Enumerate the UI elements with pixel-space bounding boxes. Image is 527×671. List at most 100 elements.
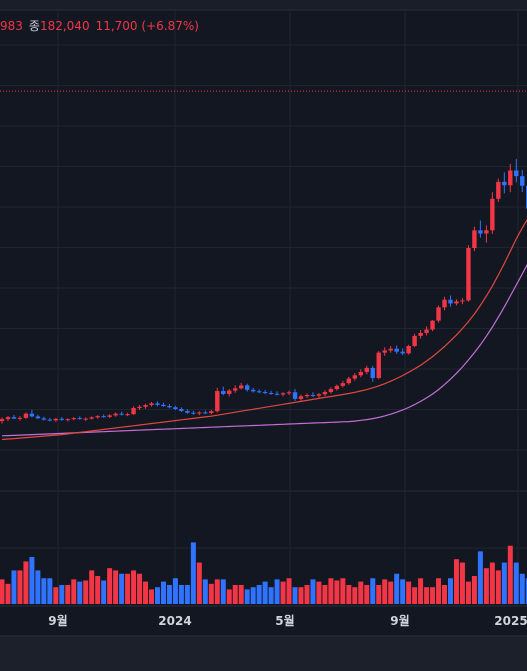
candle	[454, 299, 459, 306]
volume-bar	[214, 579, 220, 604]
candle	[107, 414, 112, 419]
candle-body	[185, 410, 190, 413]
ma-short-line	[1, 218, 527, 441]
candle-body	[448, 299, 453, 304]
candle-body	[83, 418, 88, 420]
candle-body	[346, 378, 352, 384]
candle-body	[382, 350, 387, 353]
candle-body	[334, 385, 340, 390]
x-tick-label: 2024	[158, 614, 191, 628]
candle-body	[17, 417, 23, 419]
candle	[137, 405, 142, 410]
candle-body	[137, 406, 142, 409]
candle	[95, 415, 100, 419]
candle-body	[161, 404, 166, 407]
volume-bar	[495, 570, 501, 604]
candle	[77, 416, 82, 420]
candle	[328, 387, 334, 394]
bottom-bar	[0, 636, 527, 671]
candle-body	[304, 394, 310, 397]
candle	[203, 410, 208, 414]
x-tick-label: 9월	[48, 613, 67, 628]
candle	[83, 417, 88, 421]
candle-body	[412, 335, 417, 346]
candle-body	[370, 367, 375, 378]
candle	[155, 401, 160, 407]
candle	[149, 401, 154, 407]
volume-bar	[131, 570, 137, 604]
candle-body	[101, 416, 106, 418]
candle-body	[203, 412, 208, 414]
candle	[424, 326, 429, 336]
volume-bar	[406, 581, 412, 604]
volume-bar	[513, 562, 519, 604]
candle	[316, 393, 322, 398]
candle	[358, 369, 363, 378]
candle-body	[89, 417, 94, 419]
volume-bar	[244, 589, 250, 604]
candle	[508, 163, 513, 193]
candle-body	[466, 248, 471, 301]
x-tick-label: 2025	[494, 614, 527, 628]
volume-bar	[412, 587, 418, 604]
volume-bar	[459, 562, 465, 604]
volume-bar	[304, 584, 310, 604]
candle-body	[23, 413, 29, 418]
volume-bar	[154, 587, 160, 604]
candle-body	[53, 418, 59, 421]
candle	[5, 416, 11, 422]
candle-body	[490, 198, 495, 231]
volume-bar	[507, 545, 513, 604]
candle-body	[119, 413, 124, 415]
volume-bar	[35, 570, 41, 604]
candle-body	[280, 393, 286, 395]
candle	[298, 394, 304, 401]
volume-bar	[119, 573, 125, 604]
volume-bar	[262, 581, 268, 604]
volume-bar	[41, 578, 47, 604]
candle	[244, 383, 250, 392]
candle-body	[29, 413, 35, 417]
volume-bar	[5, 583, 11, 604]
candle	[167, 404, 172, 409]
candle-body	[424, 329, 429, 333]
candle	[262, 390, 268, 395]
candle	[496, 178, 501, 202]
candle-body	[47, 419, 53, 421]
candle-body	[358, 372, 363, 376]
volume-bar	[113, 570, 119, 604]
candle	[436, 305, 441, 323]
candle	[478, 220, 483, 238]
candle-body	[268, 393, 274, 395]
candle	[71, 417, 76, 421]
candle-body	[340, 383, 346, 386]
volume-bar	[47, 578, 53, 604]
candle	[239, 382, 244, 390]
candle-body	[155, 403, 160, 405]
candle	[101, 414, 106, 418]
volume-bar	[340, 578, 346, 604]
candle-body	[352, 375, 358, 379]
volume-bar	[519, 573, 525, 604]
candle-body	[484, 230, 489, 234]
volume-bar	[328, 578, 334, 604]
candles	[0, 158, 527, 424]
candle	[310, 392, 316, 397]
candle	[388, 346, 393, 353]
volume-bar	[101, 580, 107, 604]
volume-bar	[238, 584, 244, 604]
candle-body	[191, 412, 196, 414]
candle	[370, 365, 375, 382]
volume-bar	[202, 579, 208, 604]
candle-body	[472, 230, 477, 249]
candle	[460, 298, 465, 305]
candle	[191, 410, 196, 415]
candle-body	[274, 393, 280, 395]
candle	[472, 226, 477, 252]
candle	[484, 225, 489, 243]
candle	[17, 416, 23, 421]
volume-bar	[400, 579, 406, 604]
volume-bar	[453, 559, 459, 604]
